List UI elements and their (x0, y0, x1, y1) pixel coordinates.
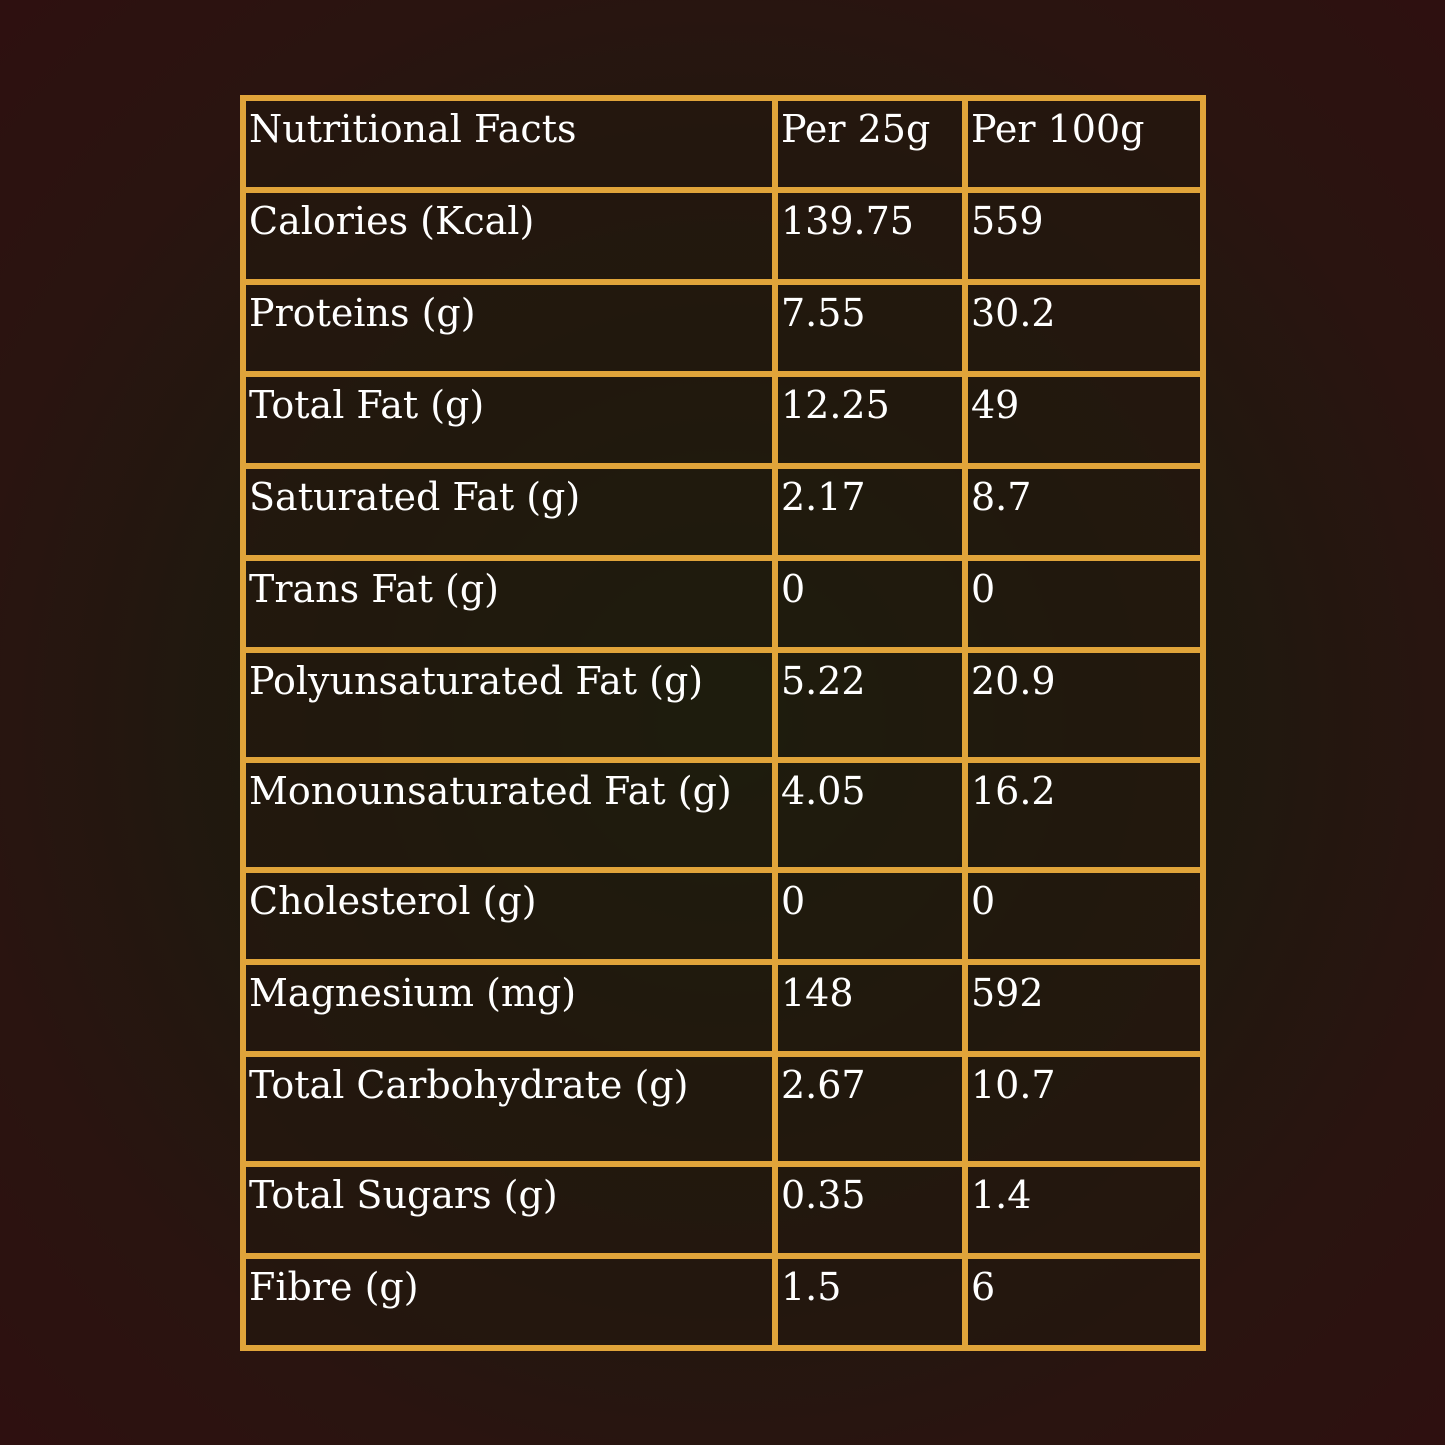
nutrient-label: Cholesterol (g) (240, 867, 778, 965)
per-100g-value: 20.9 (962, 647, 1206, 763)
table-row: Cholesterol (g) 0 0 (240, 867, 1206, 965)
table-row: Polyunsaturated Fat (g) 5.22 20.9 (240, 647, 1206, 763)
per-100g-value: 30.2 (962, 279, 1206, 377)
table-row: Trans Fat (g) 0 0 (240, 555, 1206, 653)
per-25g-value: 0.35 (772, 1161, 968, 1259)
per-25g-value: 139.75 (772, 187, 968, 285)
table-row: Magnesium (mg) 148 592 (240, 959, 1206, 1057)
table-row: Saturated Fat (g) 2.17 8.7 (240, 463, 1206, 561)
per-100g-value: 592 (962, 959, 1206, 1057)
per-25g-value: 5.22 (772, 647, 968, 763)
table-row: Proteins (g) 7.55 30.2 (240, 279, 1206, 377)
table-row: Monounsaturated Fat (g) 4.05 16.2 (240, 757, 1206, 873)
nutrient-label: Total Carbohydrate (g) (240, 1051, 778, 1167)
nutrient-label: Total Fat (g) (240, 371, 778, 469)
per-25g-value: 4.05 (772, 757, 968, 873)
nutrient-label: Magnesium (mg) (240, 959, 778, 1057)
per-25g-value: 2.17 (772, 463, 968, 561)
per-100g-value: 0 (962, 867, 1206, 965)
header-label: Nutritional Facts (240, 95, 778, 193)
nutrient-label: Total Sugars (g) (240, 1161, 778, 1259)
per-25g-value: 12.25 (772, 371, 968, 469)
nutrition-table: Nutritional Facts Per 25g Per 100g Calor… (240, 95, 1206, 1351)
per-100g-value: 8.7 (962, 463, 1206, 561)
per-100g-value: 16.2 (962, 757, 1206, 873)
nutrient-label: Polyunsaturated Fat (g) (240, 647, 778, 763)
header-per-100g: Per 100g (962, 95, 1206, 193)
table-row: Fibre (g) 1.5 6 (240, 1253, 1206, 1351)
per-25g-value: 0 (772, 867, 968, 965)
per-100g-value: 559 (962, 187, 1206, 285)
per-100g-value: 10.7 (962, 1051, 1206, 1167)
nutrient-label: Trans Fat (g) (240, 555, 778, 653)
per-100g-value: 0 (962, 555, 1206, 653)
per-100g-value: 49 (962, 371, 1206, 469)
per-25g-value: 148 (772, 959, 968, 1057)
per-25g-value: 0 (772, 555, 968, 653)
nutrient-label: Monounsaturated Fat (g) (240, 757, 778, 873)
nutrient-label: Saturated Fat (g) (240, 463, 778, 561)
per-25g-value: 2.67 (772, 1051, 968, 1167)
nutrient-label: Calories (Kcal) (240, 187, 778, 285)
table-row: Calories (Kcal) 139.75 559 (240, 187, 1206, 285)
per-100g-value: 6 (962, 1253, 1206, 1351)
nutrient-label: Proteins (g) (240, 279, 778, 377)
per-25g-value: 1.5 (772, 1253, 968, 1351)
header-row: Nutritional Facts Per 25g Per 100g (240, 95, 1206, 193)
per-100g-value: 1.4 (962, 1161, 1206, 1259)
header-per-25g: Per 25g (772, 95, 968, 193)
nutrient-label: Fibre (g) (240, 1253, 778, 1351)
per-25g-value: 7.55 (772, 279, 968, 377)
table-row: Total Carbohydrate (g) 2.67 10.7 (240, 1051, 1206, 1167)
table-row: Total Fat (g) 12.25 49 (240, 371, 1206, 469)
table-row: Total Sugars (g) 0.35 1.4 (240, 1161, 1206, 1259)
